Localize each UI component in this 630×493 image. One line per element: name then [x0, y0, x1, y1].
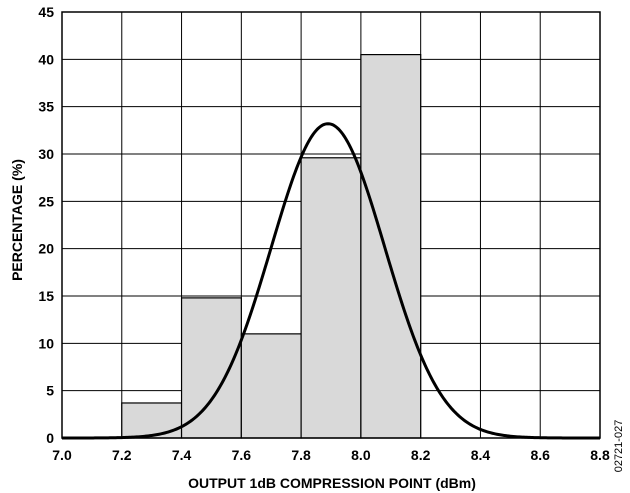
y-tick-label: 30 [38, 146, 54, 162]
x-tick-label: 7.0 [52, 447, 72, 463]
x-tick-label: 8.0 [351, 447, 371, 463]
y-tick-label: 0 [46, 430, 54, 446]
y-tick-label: 5 [46, 383, 54, 399]
histogram-bar [180, 297, 242, 439]
y-tick-label: 40 [38, 51, 54, 67]
y-tick-label: 20 [38, 241, 54, 257]
x-axis-ticks: 7.0 7.2 7.4 7.6 7.8 8.0 8.2 8.4 8.6 8.8 [52, 447, 610, 463]
histogram-bar [300, 157, 362, 439]
normal-fit-curve [62, 122, 600, 440]
x-tick-label: 8.6 [530, 447, 550, 463]
y-axis-title: PERCENTAGE (%) [9, 159, 25, 281]
x-axis-title: OUTPUT 1dB COMPRESSION POINT (dBm) [188, 475, 476, 491]
x-tick-label: 8.2 [411, 447, 431, 463]
histogram-bar [240, 333, 302, 439]
x-tick-label: 8.8 [590, 447, 610, 463]
histogram-bar [360, 53, 422, 439]
x-tick-label: 8.4 [471, 447, 491, 463]
plot-frame [61, 11, 601, 439]
y-tick-label: 35 [38, 99, 54, 115]
y-tick-label: 15 [38, 288, 54, 304]
y-axis-ticks: 0 5 10 15 20 25 30 35 40 45 [38, 4, 54, 446]
x-tick-label: 7.8 [291, 447, 311, 463]
y-tick-label: 25 [38, 193, 54, 209]
x-tick-label: 7.2 [112, 447, 132, 463]
histogram-bar [121, 402, 183, 439]
x-tick-label: 7.6 [232, 447, 252, 463]
x-tick-label: 7.4 [172, 447, 192, 463]
figure-id-label: 02721-027 [613, 420, 625, 473]
y-tick-label: 45 [38, 4, 54, 20]
y-tick-label: 10 [38, 335, 54, 351]
